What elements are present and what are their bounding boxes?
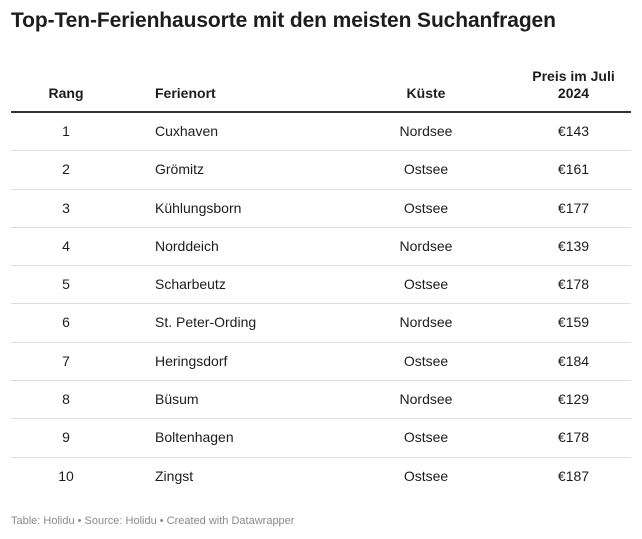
table-row: 4 Norddeich Nordsee €139: [11, 228, 631, 267]
coast-cell: Nordsee: [399, 123, 453, 139]
coast-cell: Ostsee: [403, 276, 449, 293]
price-cell: €184: [557, 352, 590, 369]
rank-cell: 6: [62, 314, 70, 331]
rank-cell: 8: [62, 391, 70, 408]
price-cell: €187: [557, 467, 590, 484]
place-cell: St. Peter-Ording: [155, 314, 257, 331]
table-row: 7 Heringsdorf Ostsee €184: [11, 343, 631, 382]
price-cell: €178: [557, 276, 590, 293]
chart-title: Top-Ten-Ferienhausorte mit den meisten S…: [11, 9, 556, 32]
table-row: 10 Zingst Ostsee €187: [11, 458, 631, 495]
coast-cell: Nordsee: [399, 391, 453, 408]
price-cell: €178: [557, 429, 590, 446]
table-row: 9 Boltenhagen Ostsee €178: [11, 419, 631, 458]
coast-cell: Ostsee: [403, 429, 449, 446]
price-cell: €159: [557, 314, 590, 331]
price-cell: €177: [557, 199, 590, 216]
data-table: Rang Ferienort Küste Preis im Juli 2024 …: [11, 64, 631, 495]
rank-cell: 4: [62, 237, 70, 254]
price-cell: €161: [557, 161, 590, 178]
table-body: 1 Cuxhaven Nordsee €143 2 Grömitz Ostsee €161 3 K…: [11, 113, 631, 495]
rank-cell: 5: [62, 276, 70, 293]
place-cell: Kühlungsborn: [155, 199, 242, 216]
place-cell: Büsum: [155, 391, 199, 408]
table-row: 5 Scharbeutz Ostsee €178: [11, 266, 631, 305]
coast-cell: Ostsee: [403, 199, 449, 216]
place-cell: Boltenhagen: [155, 429, 234, 446]
rank-cell: 10: [58, 467, 74, 484]
header-price[interactable]: Preis im Juli 2024: [532, 68, 615, 101]
coast-cell: Ostsee: [403, 161, 449, 178]
table-row: 6 St. Peter-Ording Nordsee €159: [11, 304, 631, 343]
place-cell: Heringsdorf: [155, 352, 228, 369]
coast-cell: Nordsee: [399, 237, 453, 254]
place-cell: Zingst: [155, 467, 194, 484]
coast-cell: Ostsee: [403, 352, 449, 369]
rank-cell: 1: [62, 123, 70, 139]
table-row: 2 Grömitz Ostsee €161: [11, 151, 631, 190]
source-footer: Table: Holidu • Source: Holidu • Created…: [11, 515, 295, 527]
place-cell: Cuxhaven: [155, 123, 219, 139]
header-coast[interactable]: Küste: [406, 85, 446, 101]
place-cell: Norddeich: [155, 237, 219, 254]
rank-cell: 7: [62, 352, 70, 369]
coast-cell: Nordsee: [399, 314, 453, 331]
rank-cell: 3: [62, 199, 70, 216]
coast-cell: Ostsee: [403, 467, 449, 484]
place-cell: Grömitz: [155, 161, 204, 178]
header-rank[interactable]: Rang: [48, 85, 84, 101]
price-cell: €129: [557, 391, 590, 408]
table-row: 3 Kühlungsborn Ostsee €177: [11, 190, 631, 228]
table-row: 1 Cuxhaven Nordsee €143: [11, 113, 631, 152]
rank-cell: 2: [62, 161, 70, 178]
rank-cell: 9: [62, 429, 70, 446]
place-cell: Scharbeutz: [155, 276, 226, 293]
price-cell: €143: [557, 123, 590, 139]
price-cell: €139: [557, 237, 590, 254]
table-header: Rang Ferienort Küste Preis im Juli 2024: [11, 64, 631, 113]
header-place[interactable]: Ferienort: [155, 85, 216, 101]
table-row: 8 Büsum Nordsee €129: [11, 381, 631, 420]
